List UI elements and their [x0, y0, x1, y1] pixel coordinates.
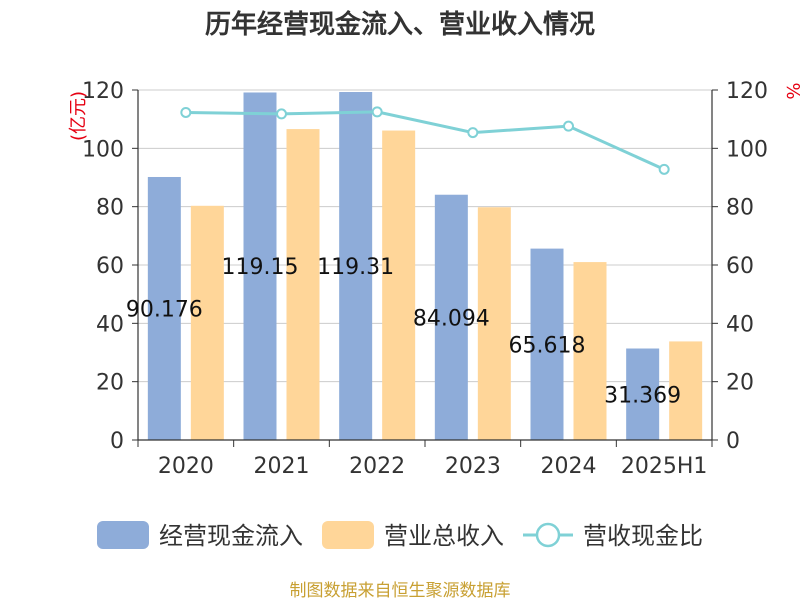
x-axis-tick-label: 2023	[445, 454, 501, 479]
legend-marker-ratio	[535, 522, 561, 548]
bar-revenue	[190, 205, 224, 440]
left-axis-unit: (亿元)	[68, 91, 89, 141]
x-axis-tick-label: 2024	[541, 454, 597, 479]
x-axis-tick-label: 2022	[349, 454, 405, 479]
x-axis-tick-label: 2020	[158, 454, 214, 479]
bar-layer	[147, 92, 703, 441]
left-axis-tick-label: 80	[96, 196, 124, 221]
bar-revenue	[477, 207, 511, 440]
chart-title: 历年经营现金流入、营业收入情况	[205, 9, 595, 40]
right-axis-tick-label: 0	[726, 429, 740, 454]
legend-label-ratio: 营收现金比	[583, 522, 703, 550]
legend: 经营现金流入 营业总收入 营收现金比	[97, 521, 703, 550]
bar-cash-inflow	[243, 92, 277, 441]
bar-revenue	[382, 130, 416, 440]
data-source: 制图数据来自恒生聚源数据库	[290, 581, 511, 600]
left-axis-tick-label: 120	[82, 79, 124, 104]
right-axis-tick-label: 120	[726, 79, 768, 104]
left-axis-tick-label: 40	[96, 312, 124, 337]
line-layer	[180, 106, 670, 175]
cash-inflow-data-label: 119.31	[317, 255, 394, 280]
legend-swatch-revenue	[322, 521, 374, 549]
right-axis-tick-label: 100	[726, 137, 768, 162]
legend-label-revenue: 营业总收入	[384, 522, 504, 550]
ratio-point	[180, 106, 192, 118]
grid-layer	[138, 89, 712, 383]
x-axis-tick-label: 2025H1	[621, 454, 708, 479]
cash-inflow-data-label: 31.369	[604, 383, 681, 408]
cash-inflow-data-label: 84.094	[413, 306, 490, 331]
bar-revenue	[573, 262, 607, 440]
legend-swatch-cash-inflow	[97, 521, 149, 549]
left-axis-tick-label: 100	[82, 137, 124, 162]
label-layer: 90.176 119.15 119.31 84.094 65.618 31.369	[126, 255, 681, 408]
bar-cash-inflow	[626, 348, 660, 440]
ratio-point	[371, 106, 383, 118]
legend-label-cash-inflow: 经营现金流入	[159, 522, 303, 550]
ratio-point	[467, 127, 479, 139]
right-axis-tick-label: 60	[726, 254, 754, 279]
bar-cash-inflow	[530, 248, 564, 440]
ratio-point	[658, 163, 670, 175]
ratio-point	[276, 108, 287, 120]
right-axis-tick-label: 80	[726, 196, 754, 221]
bar-revenue	[669, 341, 703, 440]
left-axis-tick-label: 20	[96, 371, 124, 396]
cash-inflow-data-label: 119.15	[222, 255, 299, 280]
bar-cash-inflow	[147, 176, 181, 440]
right-axis-tick-label: 40	[726, 312, 754, 337]
right-axis-unit: %	[782, 82, 800, 99]
x-axis-tick-label: 2021	[254, 454, 310, 479]
right-axis-tick-label: 20	[726, 371, 754, 396]
cash-inflow-data-label: 65.618	[509, 333, 586, 358]
axis-layer: 0 20 40 60 80 100 120 0 20 40 60 80 100 120 2020 2021 20…	[82, 79, 768, 479]
bar-cash-inflow	[339, 92, 373, 440]
left-axis-tick-label: 0	[110, 429, 124, 454]
ratio-point	[563, 120, 574, 132]
bar-revenue	[286, 129, 320, 441]
cash-inflow-data-label: 90.176	[126, 297, 203, 322]
bar-cash-inflow	[434, 194, 468, 440]
left-axis-tick-label: 60	[96, 254, 124, 279]
ratio-line	[185, 110, 665, 171]
